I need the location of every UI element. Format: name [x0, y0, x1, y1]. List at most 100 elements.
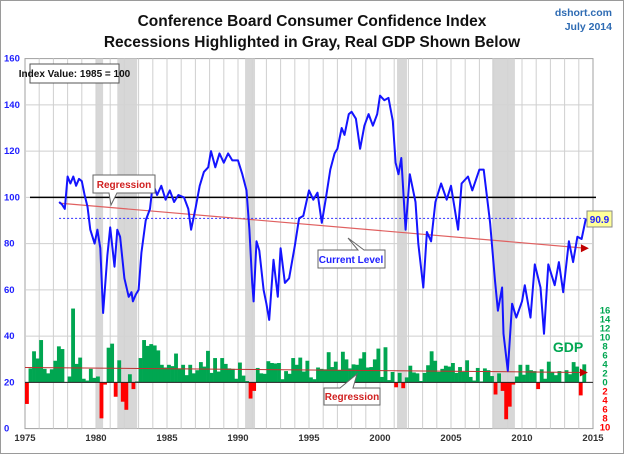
regression-label-bottom: Regression: [325, 392, 379, 403]
gdp-bar: [319, 368, 324, 383]
gdp-bar: [493, 382, 498, 395]
gdp-bar: [351, 364, 356, 383]
gdp-bar: [333, 361, 338, 383]
gdp-bar: [323, 369, 328, 383]
y-tick-label: 0: [4, 424, 9, 435]
gdp-bar: [170, 366, 175, 383]
gdp-bar: [394, 382, 399, 388]
gdp-bar: [81, 378, 86, 383]
gdp-bar: [578, 382, 583, 396]
gdp-bar: [348, 368, 352, 383]
gdp-bar: [78, 357, 83, 383]
gdp-bar: [32, 351, 36, 383]
gdp-tick-label: 12: [600, 323, 611, 334]
gdp-bar: [340, 351, 345, 383]
gdp-bar: [163, 367, 168, 383]
gdp-bar: [376, 348, 381, 383]
x-tick-label: 2010: [511, 433, 532, 444]
gdp-bar: [575, 366, 580, 383]
gdp-bar: [209, 372, 214, 383]
gdp-bar: [383, 347, 388, 383]
gdp-bar: [369, 367, 374, 383]
gdp-bar: [294, 364, 299, 383]
gdp-bar: [426, 365, 430, 383]
gdp-bar: [337, 370, 342, 383]
x-tick-label: 2000: [369, 433, 390, 444]
chart-title: Conference Board Consumer Confidence Ind…: [138, 13, 487, 30]
y-tick-label: 120: [4, 146, 20, 157]
gdp-bar: [454, 372, 459, 383]
gdp-bar: [280, 379, 285, 383]
gdp-bar: [156, 350, 161, 383]
gdp-bar: [504, 382, 509, 420]
gdp-bar: [507, 382, 512, 407]
gdp-bar: [252, 382, 257, 391]
cci-line: [58, 94, 587, 372]
x-tick-label: 2015: [582, 433, 604, 444]
gdp-tick-label: 16: [600, 305, 611, 316]
index-note-box: [29, 63, 120, 84]
gdp-bar: [532, 371, 537, 383]
gdp-bar: [174, 353, 178, 383]
gdp-bar: [39, 340, 44, 383]
index-note: Index Value: 1985 = 100: [19, 69, 131, 80]
gdp-tick-label: 14: [600, 314, 611, 325]
gdp-bar: [458, 367, 462, 383]
gdp-bar: [447, 366, 452, 383]
gdp-bar: [113, 382, 118, 397]
gdp-bar: [106, 347, 111, 383]
x-tick-label: 1980: [85, 433, 106, 444]
gdp-bar: [543, 378, 548, 383]
gdp-bar: [497, 373, 501, 383]
date-label: July 2014: [565, 21, 612, 33]
gdp-bar: [309, 377, 313, 383]
gdp-bar: [564, 370, 569, 383]
gdp-bar: [202, 366, 207, 383]
gdp-bar: [429, 351, 434, 383]
gdp-tick-label: 2: [602, 386, 607, 397]
gdp-bar: [404, 377, 409, 383]
gdp-bar: [149, 344, 154, 383]
gdp-bar: [365, 367, 370, 383]
gdp-tick-label: 8: [602, 413, 607, 424]
gdp-bar: [273, 363, 278, 383]
gdp-bar: [145, 345, 150, 383]
gdp-bar: [53, 360, 58, 383]
gdp-bar: [326, 352, 331, 383]
gdp-bar: [127, 374, 132, 383]
gdp-bar: [216, 371, 221, 383]
gdp-bar: [472, 380, 477, 383]
gdp-bar: [167, 364, 171, 383]
gdp-bar: [475, 367, 480, 383]
gdp-bar: [110, 343, 115, 383]
x-tick-label: 1985: [156, 433, 178, 444]
gdp-bar: [25, 382, 29, 404]
cci-regression-arrow: [580, 244, 589, 253]
cci-regression-line: [59, 202, 586, 249]
gdp-bar: [56, 346, 61, 383]
gdp-bar: [525, 364, 530, 383]
gdp-tick-label: 4: [602, 359, 608, 370]
gdp-bar: [539, 369, 544, 383]
gdp-bar: [96, 376, 100, 383]
gdp-bar: [468, 376, 473, 383]
y-tick-label: 40: [4, 331, 15, 342]
gdp-bar: [120, 382, 125, 402]
gdp-tick-label: 10: [600, 332, 611, 343]
gdp-bar: [99, 382, 104, 419]
current-value-label: 90.9: [590, 215, 610, 226]
gdp-bar: [482, 368, 487, 383]
gdp-bar: [223, 363, 228, 383]
x-tick-label: 2005: [440, 433, 462, 444]
y-tick-label: 140: [4, 100, 20, 111]
gdp-bar: [362, 352, 367, 383]
gdp-bar: [184, 375, 189, 383]
gdp-bar: [440, 368, 445, 383]
gdp-bar: [259, 373, 264, 383]
gdp-bar: [238, 362, 242, 383]
gdp-bar: [42, 368, 47, 383]
gdp-bar: [177, 368, 182, 383]
gdp-tick-label: 4: [602, 395, 608, 406]
gdp-bar: [312, 379, 317, 383]
